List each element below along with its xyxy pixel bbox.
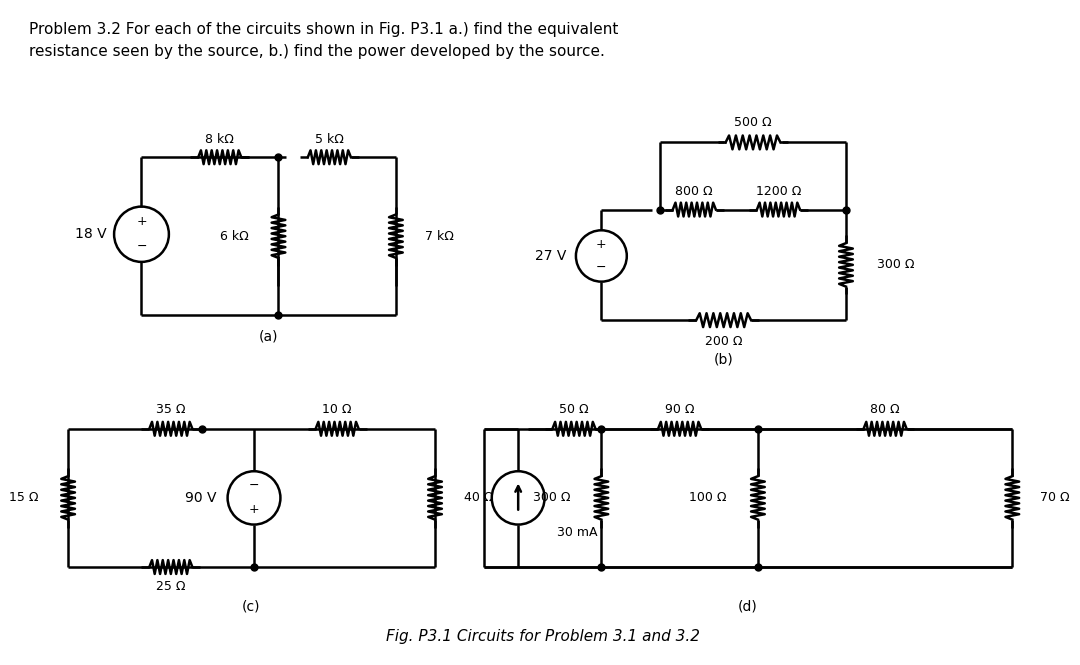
Text: −: − xyxy=(248,479,259,492)
Text: 15 Ω: 15 Ω xyxy=(10,491,39,504)
Text: 6 kΩ: 6 kΩ xyxy=(220,229,249,243)
Text: 90 Ω: 90 Ω xyxy=(665,402,694,416)
Text: 7 kΩ: 7 kΩ xyxy=(426,229,454,243)
Text: 70 Ω: 70 Ω xyxy=(1040,491,1069,504)
Text: Fig. P3.1 Circuits for Problem 3.1 and 3.2: Fig. P3.1 Circuits for Problem 3.1 and 3… xyxy=(386,628,700,644)
Text: 27 V: 27 V xyxy=(535,249,566,263)
Text: (a): (a) xyxy=(259,330,279,344)
Text: 40 Ω: 40 Ω xyxy=(464,491,494,504)
Text: Problem 3.2 For each of the circuits shown in Fig. P3.1 a.) find the equivalent: Problem 3.2 For each of the circuits sho… xyxy=(29,22,619,37)
Text: −: − xyxy=(136,240,147,253)
Text: 800 Ω: 800 Ω xyxy=(675,186,713,198)
Text: 5 kΩ: 5 kΩ xyxy=(315,133,343,146)
Text: 50 Ω: 50 Ω xyxy=(559,402,589,416)
Text: 300 Ω: 300 Ω xyxy=(532,491,570,504)
Text: 8 kΩ: 8 kΩ xyxy=(205,133,234,146)
Text: 1200 Ω: 1200 Ω xyxy=(756,186,801,198)
Text: +: + xyxy=(136,215,147,228)
Text: 90 V: 90 V xyxy=(186,491,217,505)
Text: (d): (d) xyxy=(739,600,758,614)
Text: 10 Ω: 10 Ω xyxy=(323,402,352,416)
Text: 25 Ω: 25 Ω xyxy=(157,581,186,593)
Text: +: + xyxy=(596,238,607,251)
Text: 30 mA: 30 mA xyxy=(557,526,598,539)
Text: (b): (b) xyxy=(714,352,733,366)
Text: −: − xyxy=(596,261,607,274)
Text: (c): (c) xyxy=(242,600,260,614)
Text: 300 Ω: 300 Ω xyxy=(877,259,915,271)
Text: 500 Ω: 500 Ω xyxy=(734,116,772,129)
Text: 80 Ω: 80 Ω xyxy=(870,402,900,416)
Text: 200 Ω: 200 Ω xyxy=(705,335,742,348)
Text: 35 Ω: 35 Ω xyxy=(157,402,186,416)
Text: +: + xyxy=(248,503,259,517)
Text: resistance seen by the source, b.) find the power developed by the source.: resistance seen by the source, b.) find … xyxy=(29,44,605,59)
Text: 100 Ω: 100 Ω xyxy=(689,491,727,504)
Text: 18 V: 18 V xyxy=(75,227,106,241)
